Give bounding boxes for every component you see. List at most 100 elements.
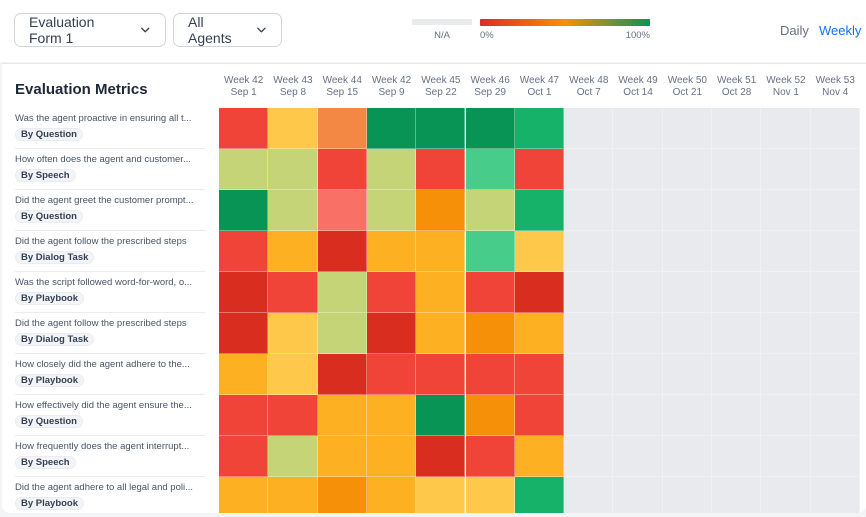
heatmap-cell-na[interactable]	[564, 190, 614, 231]
heatmap-cell-na[interactable]	[761, 231, 811, 272]
heatmap-cell-na[interactable]	[810, 149, 860, 190]
heatmap-cell-na[interactable]	[810, 354, 860, 395]
heatmap-cell[interactable]	[465, 313, 515, 354]
heatmap-cell-na[interactable]	[564, 149, 614, 190]
heatmap-cell[interactable]	[219, 477, 269, 513]
heatmap-cell[interactable]	[317, 354, 367, 395]
heatmap-cell-na[interactable]	[662, 149, 712, 190]
heatmap-cell-na[interactable]	[564, 395, 614, 436]
heatmap-cell-na[interactable]	[712, 272, 762, 313]
heatmap-cell[interactable]	[268, 477, 318, 513]
heatmap-cell[interactable]	[465, 190, 515, 231]
metric-row-label[interactable]: Did the agent adhere to all legal and po…	[15, 477, 205, 513]
heatmap-cell[interactable]	[219, 436, 269, 477]
heatmap-cell[interactable]	[317, 190, 367, 231]
heatmap-cell-na[interactable]	[613, 149, 663, 190]
heatmap-cell[interactable]	[366, 436, 417, 477]
heatmap-cell[interactable]	[219, 395, 269, 436]
heatmap-cell[interactable]	[514, 149, 565, 190]
heatmap-cell[interactable]	[366, 272, 417, 313]
heatmap-cell-na[interactable]	[564, 436, 614, 477]
heatmap-cell[interactable]	[268, 149, 318, 190]
heatmap-cell-na[interactable]	[810, 190, 860, 231]
metric-row-label[interactable]: Did the agent greet the customer prompt.…	[15, 190, 205, 231]
metric-row-label[interactable]: Did the agent follow the prescribed step…	[15, 313, 205, 354]
heatmap-cell-na[interactable]	[810, 231, 860, 272]
heatmap-cell-na[interactable]	[564, 231, 614, 272]
heatmap-cell[interactable]	[219, 149, 269, 190]
heatmap-cell-na[interactable]	[662, 231, 712, 272]
heatmap-cell[interactable]	[416, 272, 466, 313]
heatmap-cell-na[interactable]	[613, 313, 663, 354]
heatmap-cell-na[interactable]	[761, 477, 811, 513]
heatmap-cell-na[interactable]	[662, 354, 712, 395]
heatmap-cell[interactable]	[465, 231, 515, 272]
heatmap-cell-na[interactable]	[613, 231, 663, 272]
heatmap-cell[interactable]	[317, 436, 367, 477]
heatmap-cell[interactable]	[416, 231, 466, 272]
daily-toggle[interactable]: Daily	[780, 23, 809, 38]
heatmap-cell[interactable]	[416, 477, 466, 513]
heatmap-cell[interactable]	[514, 395, 565, 436]
heatmap-cell-na[interactable]	[712, 190, 762, 231]
heatmap-cell[interactable]	[366, 231, 417, 272]
heatmap-cell[interactable]	[219, 354, 269, 395]
heatmap-cell-na[interactable]	[564, 272, 614, 313]
heatmap-cell-na[interactable]	[662, 436, 712, 477]
heatmap-cell-na[interactable]	[613, 272, 663, 313]
heatmap-cell-na[interactable]	[613, 354, 663, 395]
heatmap-cell[interactable]	[268, 395, 318, 436]
heatmap-cell[interactable]	[514, 108, 565, 149]
heatmap-cell-na[interactable]	[810, 395, 860, 436]
heatmap-cell-na[interactable]	[712, 436, 762, 477]
heatmap-cell[interactable]	[416, 313, 466, 354]
heatmap-cell[interactable]	[465, 395, 515, 436]
heatmap-cell-na[interactable]	[662, 313, 712, 354]
heatmap-cell-na[interactable]	[712, 108, 762, 149]
heatmap-cell[interactable]	[317, 395, 367, 436]
heatmap-cell[interactable]	[465, 149, 515, 190]
heatmap-cell[interactable]	[317, 231, 367, 272]
heatmap-cell[interactable]	[514, 313, 565, 354]
metric-row-label[interactable]: Was the agent proactive in ensuring all …	[15, 108, 205, 149]
heatmap-cell[interactable]	[268, 108, 318, 149]
heatmap-cell-na[interactable]	[564, 313, 614, 354]
heatmap-cell-na[interactable]	[613, 395, 663, 436]
heatmap-cell-na[interactable]	[712, 313, 762, 354]
heatmap-cell-na[interactable]	[613, 477, 663, 513]
heatmap-cell-na[interactable]	[662, 272, 712, 313]
weekly-toggle[interactable]: Weekly	[819, 23, 862, 38]
heatmap-cell-na[interactable]	[810, 477, 860, 513]
heatmap-cell[interactable]	[465, 272, 515, 313]
heatmap-cell-na[interactable]	[761, 436, 811, 477]
heatmap-cell-na[interactable]	[564, 354, 614, 395]
heatmap-cell[interactable]	[219, 313, 269, 354]
heatmap-cell[interactable]	[366, 395, 417, 436]
heatmap-cell-na[interactable]	[662, 395, 712, 436]
heatmap-cell[interactable]	[317, 477, 367, 513]
heatmap-cell[interactable]	[514, 231, 565, 272]
metric-row-label[interactable]: Was the script followed word-for-word, o…	[15, 272, 205, 313]
heatmap-cell[interactable]	[366, 313, 417, 354]
heatmap-cell[interactable]	[514, 272, 565, 313]
heatmap-cell[interactable]	[268, 231, 318, 272]
heatmap-cell[interactable]	[268, 313, 318, 354]
heatmap-cell-na[interactable]	[712, 354, 762, 395]
heatmap-cell[interactable]	[465, 436, 515, 477]
heatmap-cell[interactable]	[268, 272, 318, 313]
heatmap-cell-na[interactable]	[761, 395, 811, 436]
evaluation-form-dropdown[interactable]: Evaluation Form 1	[14, 13, 166, 47]
heatmap-cell-na[interactable]	[761, 354, 811, 395]
heatmap-cell-na[interactable]	[810, 313, 860, 354]
heatmap-cell-na[interactable]	[564, 108, 614, 149]
heatmap-cell[interactable]	[465, 354, 515, 395]
heatmap-cell[interactable]	[219, 272, 269, 313]
heatmap-cell-na[interactable]	[662, 190, 712, 231]
heatmap-cell[interactable]	[268, 436, 318, 477]
heatmap-cell[interactable]	[416, 354, 466, 395]
heatmap-cell[interactable]	[514, 190, 565, 231]
metric-row-label[interactable]: Did the agent follow the prescribed step…	[15, 231, 205, 272]
heatmap-cell[interactable]	[416, 395, 466, 436]
heatmap-cell[interactable]	[514, 354, 565, 395]
heatmap-cell-na[interactable]	[810, 436, 860, 477]
